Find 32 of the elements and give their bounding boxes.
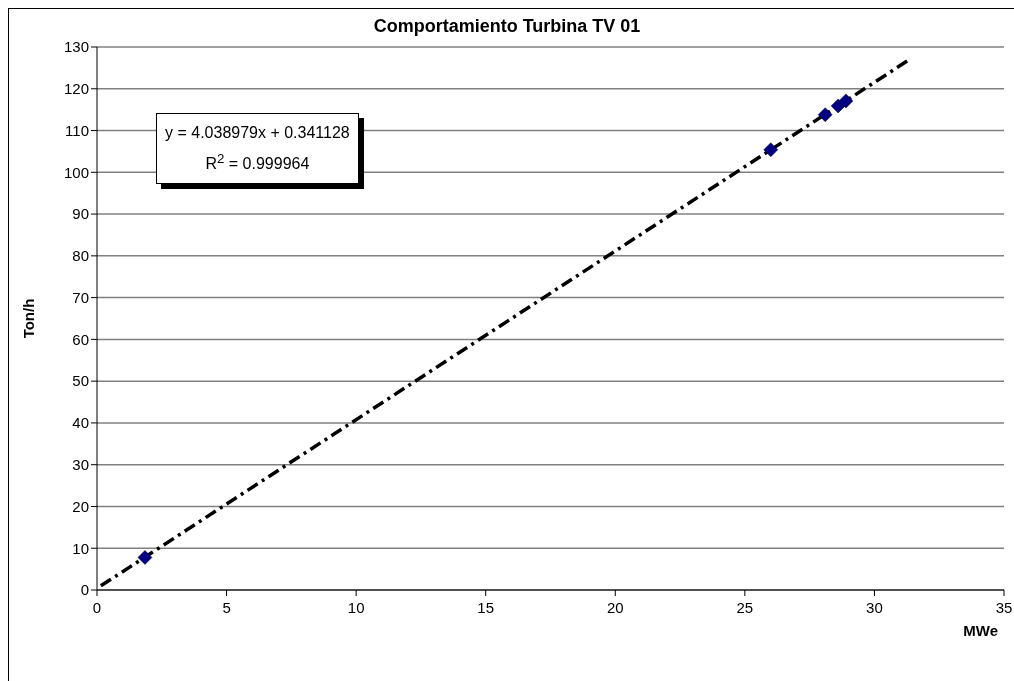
x-tick-label: 35 [995, 598, 1013, 616]
x-tick-label: 0 [92, 598, 102, 616]
x-tick-label: 10 [347, 598, 365, 616]
chart-title: Comportamiento Turbina TV 01 [372, 16, 642, 37]
x-tick-label: 25 [736, 598, 754, 616]
x-tick-label: 20 [606, 598, 624, 616]
annotation: y = 4.038979x + 0.341128 [165, 123, 350, 143]
x-axis-title: MWe [963, 622, 998, 639]
y-tick-label: 40 [72, 414, 89, 432]
y-tick-label: 70 [72, 288, 89, 306]
y-tick-label: 10 [72, 539, 89, 557]
annotation: R$^{2}$ = 0.999964 [204, 150, 311, 175]
y-tick-label: 60 [72, 330, 89, 348]
y-tick-label: 80 [72, 247, 89, 265]
y-tick-label: 110 [65, 121, 89, 139]
point [817, 107, 833, 122]
y-tick-label: 50 [72, 372, 89, 390]
y-tick-label: 130 [63, 38, 89, 56]
x-tick-label: 5 [222, 598, 231, 616]
y-tick-label: 30 [72, 456, 89, 474]
y-tick-label: 0 [80, 581, 89, 599]
point [763, 142, 779, 157]
x-tick-label: 15 [477, 598, 495, 616]
y-tick-label: 120 [63, 80, 89, 98]
point [830, 98, 846, 114]
y-tick-label: 20 [72, 497, 89, 515]
y-tick-label: 90 [72, 205, 89, 223]
point [137, 550, 153, 565]
y-tick-label: 100 [63, 163, 89, 181]
x-tick-label: 30 [866, 598, 883, 616]
point [838, 93, 854, 109]
y-axis-title: Ton/h [20, 298, 38, 339]
